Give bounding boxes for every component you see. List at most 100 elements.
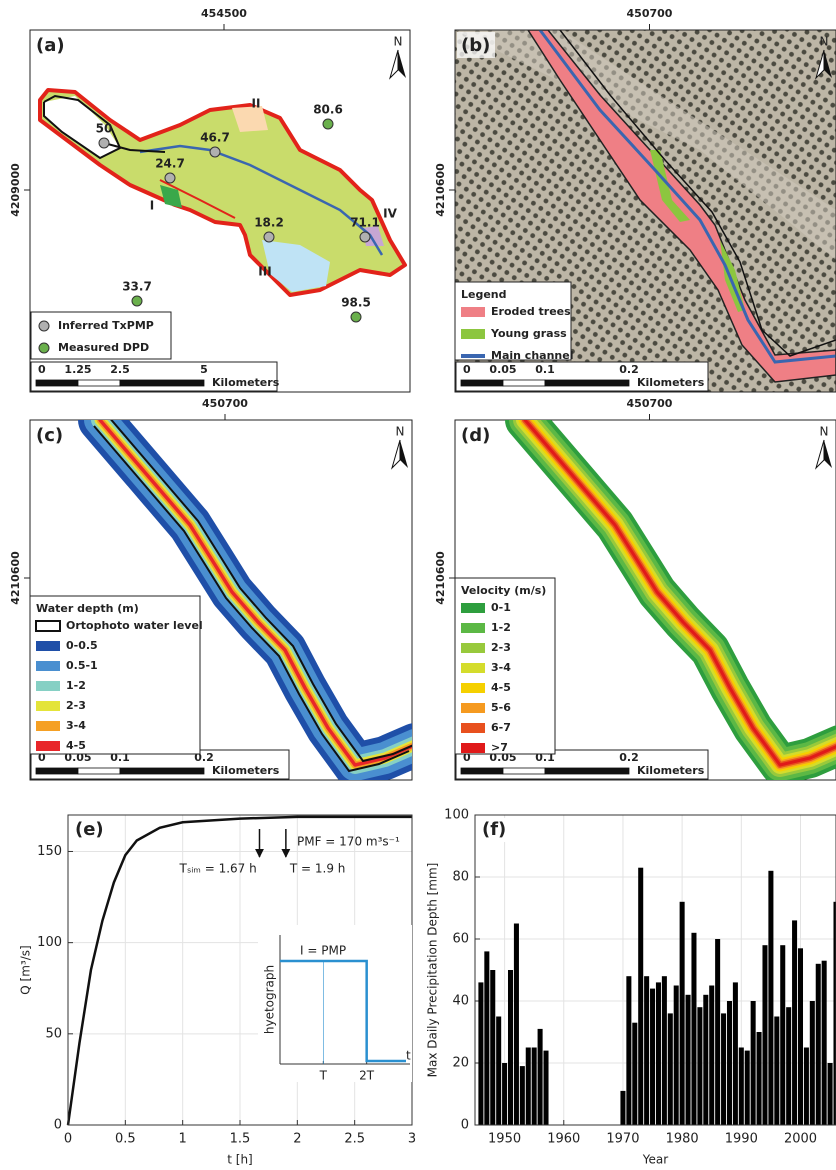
scale-segment xyxy=(502,379,546,387)
legend-label: 2-3 xyxy=(66,699,86,712)
north-arrow xyxy=(398,50,406,78)
north-label: N xyxy=(820,425,829,439)
scale-segment xyxy=(502,767,546,775)
x-tick-label: 0.5 xyxy=(115,1132,136,1147)
ortophoto-water-level xyxy=(93,425,410,773)
legend-title: Velocity (m/s) xyxy=(461,584,546,597)
scale-segment xyxy=(77,379,121,387)
x-tick-label: 1970 xyxy=(606,1132,639,1147)
x-axis-label: t [h] xyxy=(227,1153,253,1167)
north-label: N xyxy=(396,425,405,439)
bar xyxy=(513,923,519,1125)
bar xyxy=(673,985,679,1125)
legend-label: 4-5 xyxy=(491,681,511,694)
station-label: 18.2 xyxy=(254,216,284,230)
zone-label: III xyxy=(258,265,271,279)
bar xyxy=(744,1050,750,1125)
bar xyxy=(786,1007,792,1125)
bar xyxy=(543,1050,549,1125)
legend-symbol xyxy=(461,623,485,633)
scale-unit: Kilometers xyxy=(212,764,280,777)
annotation: T = 1.9 h xyxy=(289,861,346,875)
zone-iii xyxy=(262,240,330,292)
x-tick-label: 2000 xyxy=(784,1132,817,1147)
bar xyxy=(679,901,685,1125)
bar xyxy=(484,951,490,1125)
scale-label: 0.05 xyxy=(489,363,516,376)
scale-label: 0.2 xyxy=(619,751,639,764)
bar xyxy=(667,1013,673,1125)
legend-symbol xyxy=(38,320,50,332)
easting-label: 450700 xyxy=(627,397,673,410)
station-label: 98.5 xyxy=(341,296,371,310)
legend-label: 1-2 xyxy=(66,679,86,692)
zone-label: IV xyxy=(383,207,397,221)
bar xyxy=(809,1001,815,1125)
legend-label: >7 xyxy=(491,741,508,754)
panel-label: (c) xyxy=(36,425,63,446)
legend-symbol xyxy=(461,603,485,613)
x-tick-label: 1960 xyxy=(547,1132,580,1147)
bars xyxy=(478,867,836,1125)
inset-annotation: I = PMP xyxy=(300,944,346,958)
legend-label: 4-5 xyxy=(66,739,86,752)
station xyxy=(164,172,176,184)
x-tick-label: 1 xyxy=(179,1132,187,1147)
north-label: N xyxy=(820,35,829,49)
panel-label: (b) xyxy=(461,35,490,56)
station-label: 80.6 xyxy=(313,103,343,117)
northing-label: 4210600 xyxy=(434,163,447,217)
panel-label: (a) xyxy=(36,35,65,56)
stream xyxy=(103,142,166,153)
panel-label: (d) xyxy=(461,425,490,446)
y-tick-label: 20 xyxy=(452,1056,469,1071)
inset-x-label: t xyxy=(406,1049,411,1063)
bar xyxy=(732,982,738,1125)
legend-symbol xyxy=(461,743,485,753)
inset-y-label: hyetograph xyxy=(263,965,277,1034)
legend-label: 0-1 xyxy=(491,601,511,614)
panel-label: (e) xyxy=(75,819,104,840)
legend-symbol xyxy=(461,307,485,317)
bar xyxy=(626,976,632,1125)
bar xyxy=(632,1022,638,1125)
bar xyxy=(833,901,836,1125)
bank xyxy=(559,30,836,357)
legend-title: Water depth (m) xyxy=(36,602,139,615)
legend-symbol xyxy=(36,701,60,711)
scale-label: 2.5 xyxy=(110,363,130,376)
stream xyxy=(139,144,384,256)
scale-label: 0 xyxy=(38,363,46,376)
easting-label: 450700 xyxy=(627,7,673,20)
legend-symbol xyxy=(38,342,50,354)
x-axis-label: Year xyxy=(642,1153,668,1167)
station xyxy=(263,231,275,243)
scale-label: 0 xyxy=(38,751,46,764)
bar xyxy=(644,976,650,1125)
panel-label-bg xyxy=(457,32,495,58)
legend-label: 0-0.5 xyxy=(66,639,98,652)
station xyxy=(359,231,371,243)
legend-label: Young grass xyxy=(490,327,567,340)
scale-unit: Kilometers xyxy=(637,376,705,389)
north-arrow xyxy=(824,440,832,468)
main-channel xyxy=(538,30,836,364)
scale-segment xyxy=(544,379,630,387)
line-series xyxy=(66,815,412,1126)
inset-tick-label: 2T xyxy=(359,1069,375,1083)
northing-label: 4210600 xyxy=(9,551,22,605)
bar xyxy=(792,920,798,1125)
legend-symbol xyxy=(36,681,60,691)
bar xyxy=(620,1090,626,1125)
station-label: 24.7 xyxy=(155,157,185,171)
legend-symbol xyxy=(461,643,485,653)
scale-segment xyxy=(35,767,79,775)
scale-segment xyxy=(460,767,504,775)
legend-box xyxy=(30,311,172,360)
y-axis-label: Q [m³/s] xyxy=(19,945,33,994)
scale-segment xyxy=(35,379,79,387)
legend-symbol xyxy=(461,329,485,339)
scale-label: 0 xyxy=(463,363,471,376)
depth-zone xyxy=(98,420,412,767)
northing-label: 4210600 xyxy=(434,551,447,605)
